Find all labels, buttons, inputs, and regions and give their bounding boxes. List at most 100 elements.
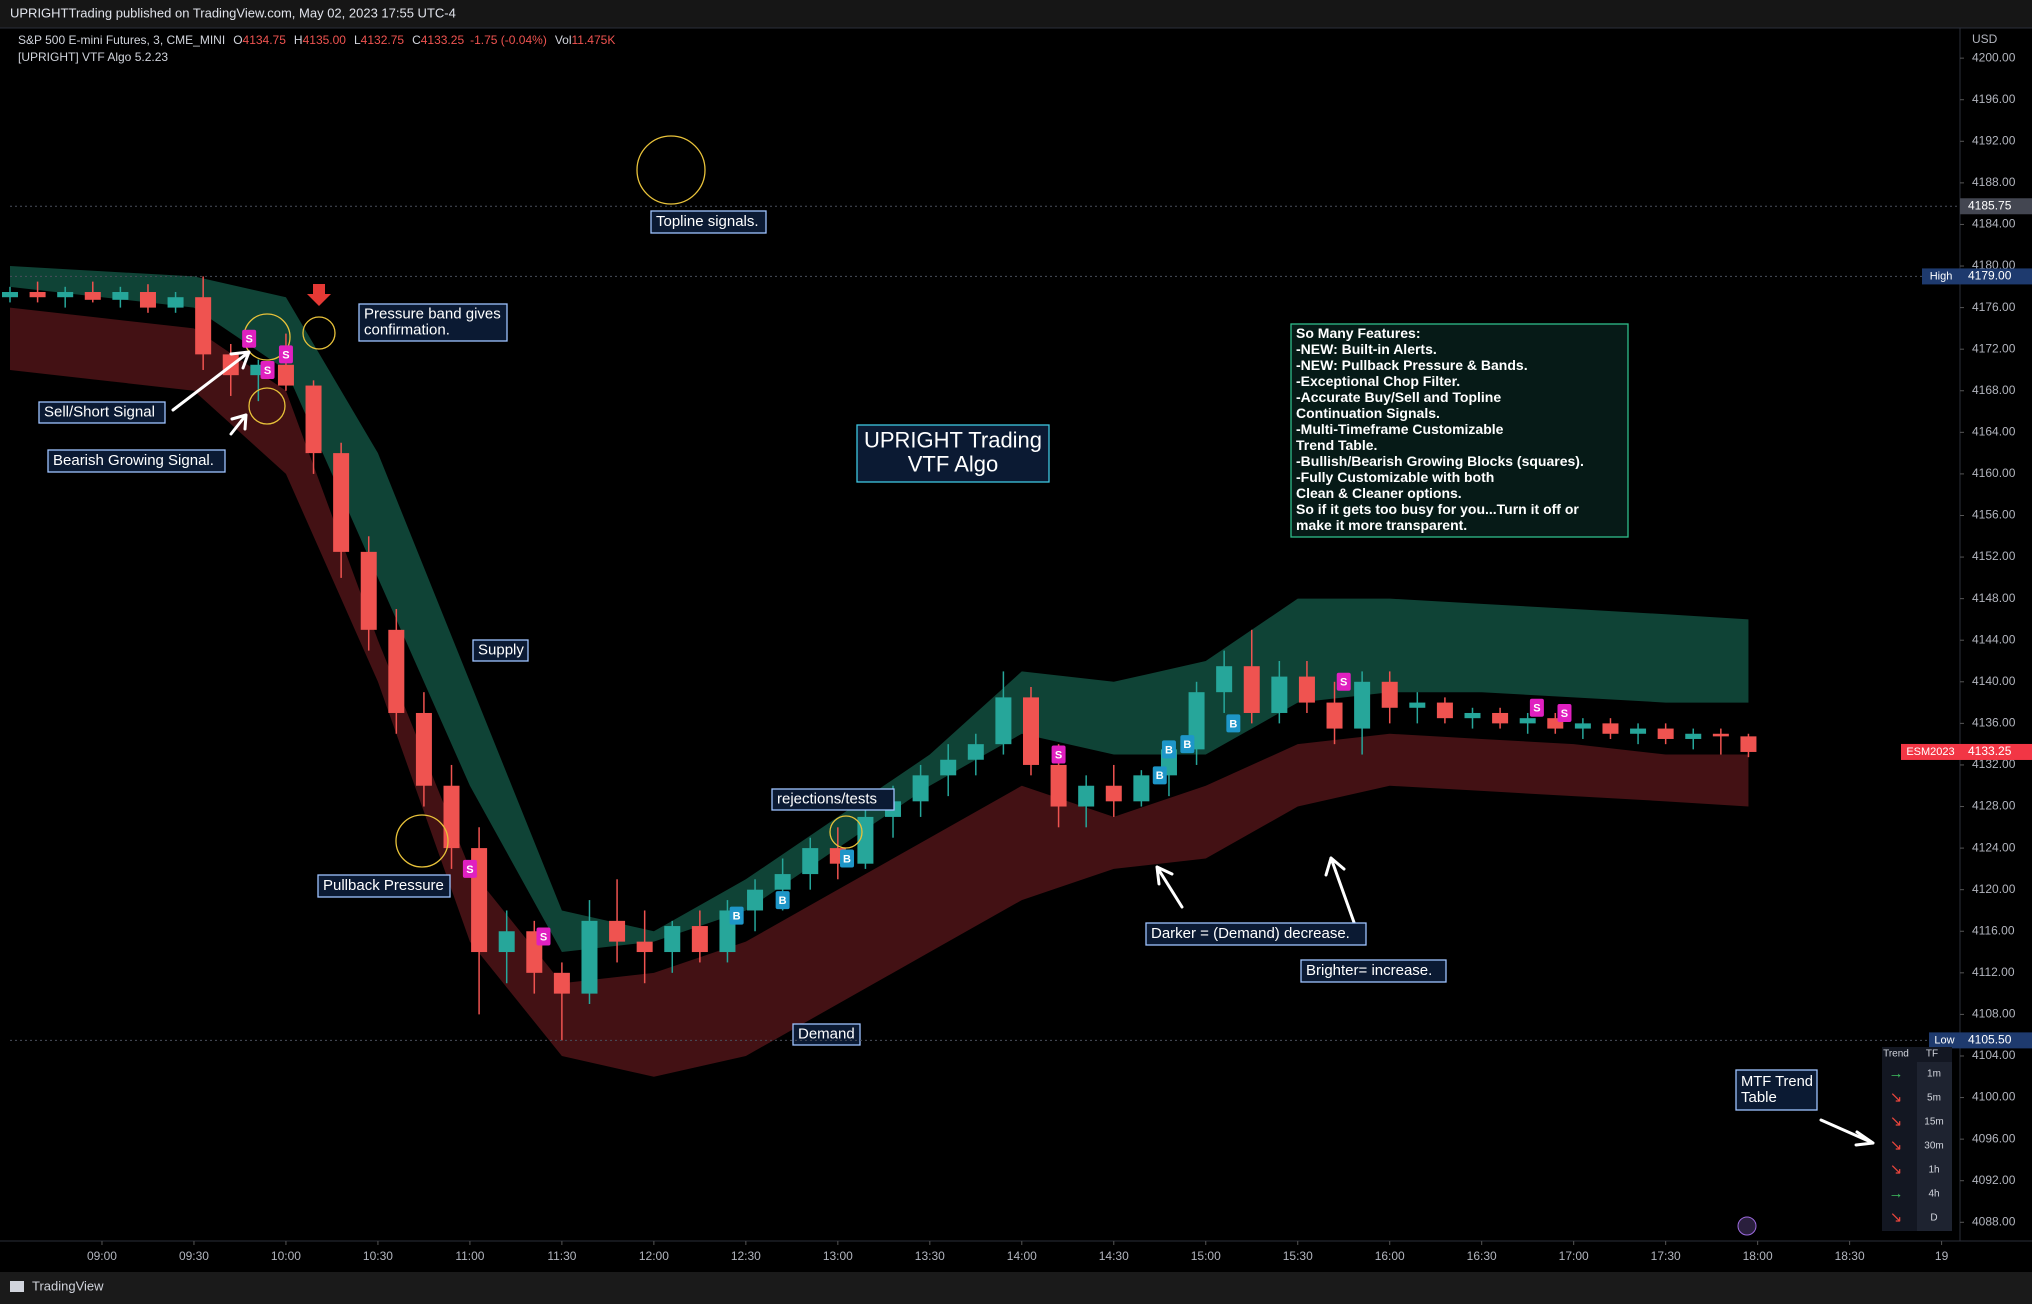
annotation-text: -Fully Customizable with both xyxy=(1296,469,1494,485)
annotation-box xyxy=(1300,959,1447,983)
legend-change: -1.75 (-0.04%) xyxy=(470,33,547,47)
annotation-text: rejections/tests xyxy=(777,790,877,807)
annotation-text: UPRIGHT Trading xyxy=(864,427,1042,452)
x-tick-label: 09:00 xyxy=(87,1249,117,1263)
candle-body xyxy=(29,292,46,298)
annotation-text: confirmation. xyxy=(364,321,450,338)
signal-marker xyxy=(1557,703,1572,722)
candle-body xyxy=(1298,676,1315,703)
legend-value: 11.475K xyxy=(572,33,616,47)
annotation-text: Pullback Pressure xyxy=(323,877,444,894)
candle-body xyxy=(1519,718,1536,724)
signal-label: B xyxy=(1183,739,1191,751)
y-tick-label: 4156.00 xyxy=(1972,508,2016,522)
price-tag-name-bg xyxy=(1901,743,1960,760)
candle-body xyxy=(774,874,791,890)
annotation-box xyxy=(792,1023,861,1046)
x-tick-label: 12:30 xyxy=(731,1249,761,1263)
mtf-trend: ↘ xyxy=(1890,1113,1903,1130)
candle-body xyxy=(1409,702,1426,708)
signal-marker xyxy=(1152,766,1167,785)
legend-key: Vol xyxy=(555,33,572,47)
bands xyxy=(10,266,1749,1077)
candle-body xyxy=(691,926,708,953)
legend-value: 4134.75 xyxy=(243,33,287,47)
demand-band xyxy=(10,307,1749,1077)
y-tick-label: 4168.00 xyxy=(1972,383,2016,397)
annotation-box xyxy=(1290,323,1629,538)
price-tag-name-bg xyxy=(1929,1032,1960,1049)
supply-band xyxy=(10,266,1749,953)
candle-body xyxy=(912,775,929,802)
candle-body xyxy=(1740,736,1757,752)
mtf-table: Trend TF → 1m ↘ 5m ↘ 15m ↘ 30m ↘ 1h → 4h ↘ D xyxy=(1882,1047,1952,1231)
candle-body xyxy=(388,629,405,713)
annotation-box xyxy=(38,401,166,424)
annotation-text: So if it gets too busy for you...Turn it… xyxy=(1296,501,1579,517)
x-tick-label: 16:30 xyxy=(1467,1249,1497,1263)
signal-marker xyxy=(840,849,855,868)
annotation-text: VTF Algo xyxy=(908,451,998,476)
annotation-text: -NEW: Pullback Pressure & Bands. xyxy=(1296,357,1528,373)
y-tick-label: 4164.00 xyxy=(1972,425,2016,439)
annotation-text: Brighter= increase. xyxy=(1306,962,1432,979)
candle-body xyxy=(57,292,74,298)
x-tick-label: 12:00 xyxy=(639,1249,669,1263)
candle-body xyxy=(609,920,626,942)
candle-body xyxy=(1547,718,1564,729)
candle-body xyxy=(195,297,212,355)
signal-label: S xyxy=(1340,677,1347,689)
candle-body xyxy=(1574,723,1591,729)
annotation-box xyxy=(472,639,529,662)
candle-body xyxy=(1436,702,1453,719)
signal-marker xyxy=(1180,735,1195,754)
y-tick-label: 4088.00 xyxy=(1972,1214,2016,1228)
candle-body xyxy=(747,889,764,911)
annotation-box xyxy=(1145,922,1367,946)
annotation-text: Continuation Signals. xyxy=(1296,405,1440,421)
annotation-box xyxy=(358,303,508,342)
candle-body xyxy=(995,697,1012,745)
legend-key: O xyxy=(233,33,242,47)
candle-body xyxy=(333,453,350,552)
x-tick-label: 13:00 xyxy=(823,1249,853,1263)
price-tag-name-bg xyxy=(1922,268,1960,285)
highlight-circle xyxy=(829,815,863,849)
x-tick-label: 15:00 xyxy=(1191,1249,1221,1263)
candle-body xyxy=(277,364,294,386)
alert-icon xyxy=(1737,1216,1757,1236)
pointer-arrow xyxy=(171,350,251,412)
mtf-trend: ↘ xyxy=(1890,1209,1903,1226)
mtf-trend: ↘ xyxy=(1890,1089,1903,1106)
legend-key: L xyxy=(354,33,361,47)
signal-marker xyxy=(775,891,790,910)
annotation-box xyxy=(1735,1069,1818,1111)
candle-body xyxy=(443,785,460,849)
candle-body xyxy=(1602,723,1619,734)
mtf-trend: → xyxy=(1889,1065,1904,1082)
candle-body xyxy=(1381,681,1398,708)
y-tick-label: 4192.00 xyxy=(1972,133,2016,147)
annotation-text: Trend Table. xyxy=(1296,437,1377,453)
y-tick-label: 4132.00 xyxy=(1972,757,2016,771)
candle-body xyxy=(1216,666,1233,693)
y-tick-label: 4140.00 xyxy=(1972,674,2016,688)
y-tick-label: 4200.00 xyxy=(1972,50,2016,64)
y-tick-label: 4096.00 xyxy=(1972,1131,2016,1145)
legend: S&P 500 E-mini Futures, 3, CME_MINI O4134… xyxy=(18,33,615,47)
y-tick-label: 4136.00 xyxy=(1972,716,2016,730)
candle-body xyxy=(664,926,681,953)
annotation-text: MTF Trend xyxy=(1741,1073,1813,1090)
mtf-tf: 15m xyxy=(1924,1117,1943,1128)
candle-body xyxy=(1685,733,1702,739)
annotation-text: -NEW: Built-in Alerts. xyxy=(1296,341,1437,357)
y-tick-label: 4196.00 xyxy=(1972,92,2016,106)
candle-body xyxy=(1657,728,1674,739)
annotation-text: Bearish Growing Signal. xyxy=(53,452,214,469)
annotation-text: Table xyxy=(1741,1089,1777,1106)
annotations: Topline signals. Pressure band givesconfi… xyxy=(38,210,1818,1111)
annotation-text: Clean & Cleaner options. xyxy=(1296,485,1462,501)
annotation-text: -Exceptional Chop Filter. xyxy=(1296,373,1460,389)
indicator-name: [UPRIGHT] VTF Algo 5.2.23 xyxy=(18,50,168,64)
